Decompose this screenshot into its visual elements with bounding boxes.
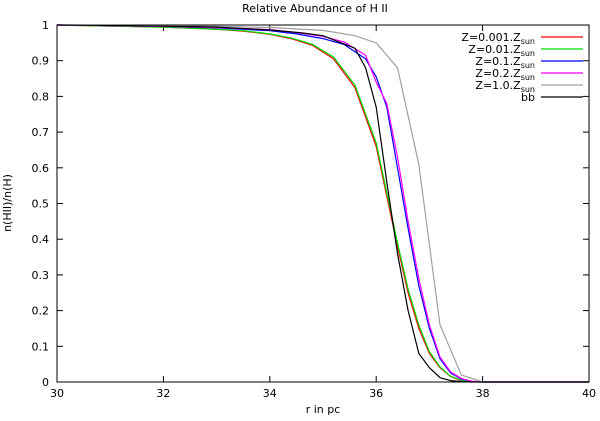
y-tick-label: 0.7	[32, 126, 50, 139]
legend-label-5: Z=1.0.Zsun	[475, 79, 535, 94]
legend-label-subscript: sun	[521, 49, 535, 58]
y-tick-label: 0.8	[32, 90, 50, 103]
legend-label-2: Z=0.01.Zsun	[468, 43, 535, 58]
legend-label-text: Z=0.1.Z	[475, 55, 521, 68]
legend-label-3: Z=0.1.Zsun	[475, 55, 535, 70]
y-axis-label: n(HII)/n(H)	[1, 174, 14, 232]
legend: Z=0.001.ZsunZ=0.01.ZsunZ=0.1.ZsunZ=0.2.Z…	[461, 31, 583, 104]
y-tick-label: 0.9	[32, 55, 50, 68]
x-tick-label: 36	[369, 387, 383, 400]
axis-tick-labels: 30 32 34 36 38 40 0 0.1 0.2 0.3 0.4 0.5 0.6 0.7 0.8 0.9…	[32, 19, 597, 400]
x-tick-label: 40	[582, 387, 596, 400]
y-tick-label: 0.5	[32, 198, 50, 211]
y-tick-label: 0.1	[32, 340, 50, 353]
legend-label-text: Z=0.001.Z	[461, 31, 521, 44]
y-tick-label: 0.2	[32, 305, 50, 318]
x-tick-label: 34	[263, 387, 277, 400]
x-tick-label: 38	[476, 387, 490, 400]
legend-label-subscript: sun	[521, 61, 535, 70]
legend-label-text: Z=0.01.Z	[468, 43, 521, 56]
legend-label-6: bb	[521, 91, 535, 104]
legend-label-subscript: sun	[521, 73, 535, 82]
y-tick-label: 0	[42, 376, 49, 389]
series-line-2	[56, 24, 589, 383]
x-tick-label: 30	[50, 387, 64, 400]
y-tick-label: 0.6	[32, 162, 50, 175]
axis-ticks	[56, 24, 590, 383]
legend-label-subscript: sun	[521, 37, 535, 46]
series-line-6	[56, 24, 589, 383]
legend-label-1: Z=0.001.Zsun	[461, 31, 535, 46]
x-tick-label: 32	[156, 387, 170, 400]
chart-title: Relative Abundance of H II	[242, 2, 388, 15]
legend-label-text: Z=0.2.Z	[475, 67, 521, 80]
y-tick-label: 1	[42, 19, 49, 32]
series-lines	[56, 24, 589, 383]
legend-label-text: bb	[521, 91, 535, 104]
x-axis-label: r in pc	[306, 403, 341, 416]
y-tick-label: 0.3	[32, 269, 50, 282]
y-tick-label: 0.4	[32, 233, 50, 246]
legend-label-subscript: sun	[521, 85, 535, 94]
legend-label-text: Z=1.0.Z	[475, 79, 521, 92]
legend-label-4: Z=0.2.Zsun	[475, 67, 535, 82]
